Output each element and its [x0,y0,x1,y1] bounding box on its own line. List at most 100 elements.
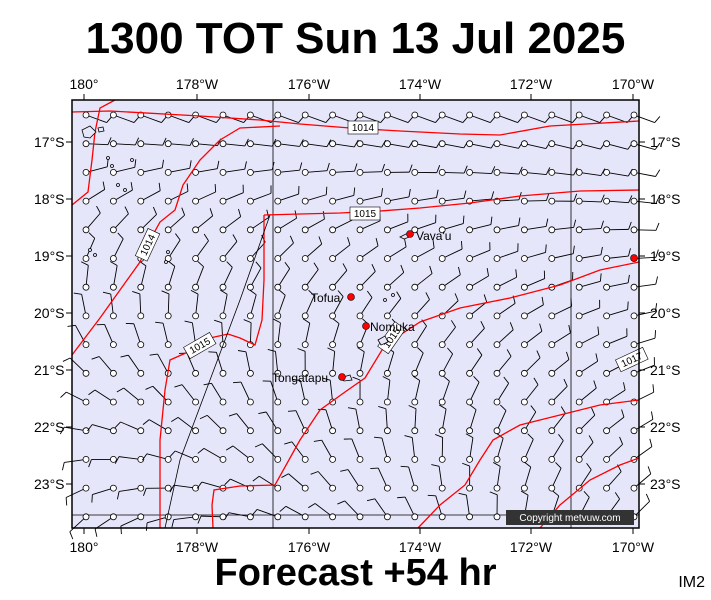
wind-barb [267,348,282,377]
wind-barb [493,111,524,123]
forecast-label: Forecast +54 hr [214,552,497,594]
wind-barb [356,347,365,377]
wind-barb [88,389,117,406]
wind-barb [521,192,550,205]
lat-label-right-19s: 19°S [650,248,681,264]
wind-barb [142,419,172,435]
wind-barb [308,503,337,521]
wind-barb [137,111,168,123]
wind-barb [521,433,534,463]
lon-label-top-180: 180° [70,76,99,92]
lon-label-bottom-174w: 174°W [399,539,442,555]
wind-barb [603,274,630,291]
wind-barb [297,348,309,377]
wind-barb [630,330,656,349]
wind-barb [438,347,454,377]
wind-barb [548,140,579,150]
wind-barb [411,375,421,406]
place-label-nomuka: Nomuka [370,320,415,334]
wind-barb [493,243,519,262]
wind-barb [411,189,439,205]
place-label-tofua: Tofua [311,291,341,305]
wind-barb [548,462,562,492]
svg-text:1014: 1014 [352,123,375,134]
wind-barb [137,182,161,205]
wind-barb [575,326,600,349]
place-dot-tofua [347,293,355,301]
wind-barb [356,163,385,176]
wind-barb [65,484,90,506]
wind-barb [548,298,573,320]
wind-barb [575,194,605,205]
wind-barb [366,498,391,521]
wind-barb [82,137,112,148]
wind-barb [274,111,305,123]
wind-barb [208,351,227,377]
lon-label-bottom-170w: 170°W [612,539,655,555]
wind-barb [82,158,109,176]
wind-barb [317,408,337,435]
isobar-label-1015-mid: 1015 [349,206,381,221]
wind-barb [466,268,489,291]
wind-barb [110,232,124,262]
lat-label-right-22s: 22°S [650,419,681,435]
wind-barb [603,301,629,320]
wind-barb [383,164,413,176]
wind-barb [603,111,633,123]
wind-barb [575,246,603,262]
wind-barb [301,139,332,148]
lon-label-top-176w: 176°W [288,76,331,92]
wind-barb [630,466,652,492]
wind-barb [466,294,488,320]
wind-barb [219,208,242,234]
isobar-1015-west-loop [159,215,265,528]
wind-barb [521,405,537,435]
wind-barb [493,349,512,377]
lat-label-right-23s: 23°S [650,476,681,492]
wind-barb [466,242,491,262]
wind-barb [356,188,383,205]
wind-barb [603,436,624,463]
wind-barb [88,455,117,468]
wind-barb [548,406,566,435]
wind-barb [383,238,407,262]
lat-label-left-17s: 17°S [34,134,65,150]
wind-barb [343,438,364,463]
lat-label-left-22s: 22°S [34,419,65,435]
wind-barb [383,188,411,205]
wind-barb [69,513,90,540]
wind-barb [132,290,145,320]
wind-barb [155,321,172,349]
wind-barb [246,138,277,148]
wind-barb [329,187,356,205]
wind-barb [219,234,238,262]
wind-barb [274,186,300,205]
wind-barb [603,195,633,205]
wind-barb [228,413,254,435]
wind-barb [493,322,514,349]
wind-barb [137,159,164,176]
wind-barb [116,387,145,406]
wind-barb [329,237,351,262]
wind-barb [322,377,337,406]
wind-barb [190,289,200,320]
wind-barb [310,471,337,492]
wind-barb [62,357,90,377]
wind-barb [411,214,437,234]
wind-barb [575,462,592,492]
wind-barb [164,207,186,234]
wind-barb [575,407,596,435]
wind-barb [383,213,409,234]
wind-barb [400,465,419,492]
wind-barb [630,111,661,123]
wind-barb [408,405,419,435]
wind-barb [438,215,465,234]
lat-label-right-21s: 21°S [650,362,681,378]
wind-barb [164,183,189,205]
wind-barb [548,434,564,463]
wind-barb [438,241,463,262]
wind-barb [219,138,249,148]
wind-barb [73,292,90,320]
wind-barb [630,357,655,377]
isobar-1015-south [211,261,640,529]
